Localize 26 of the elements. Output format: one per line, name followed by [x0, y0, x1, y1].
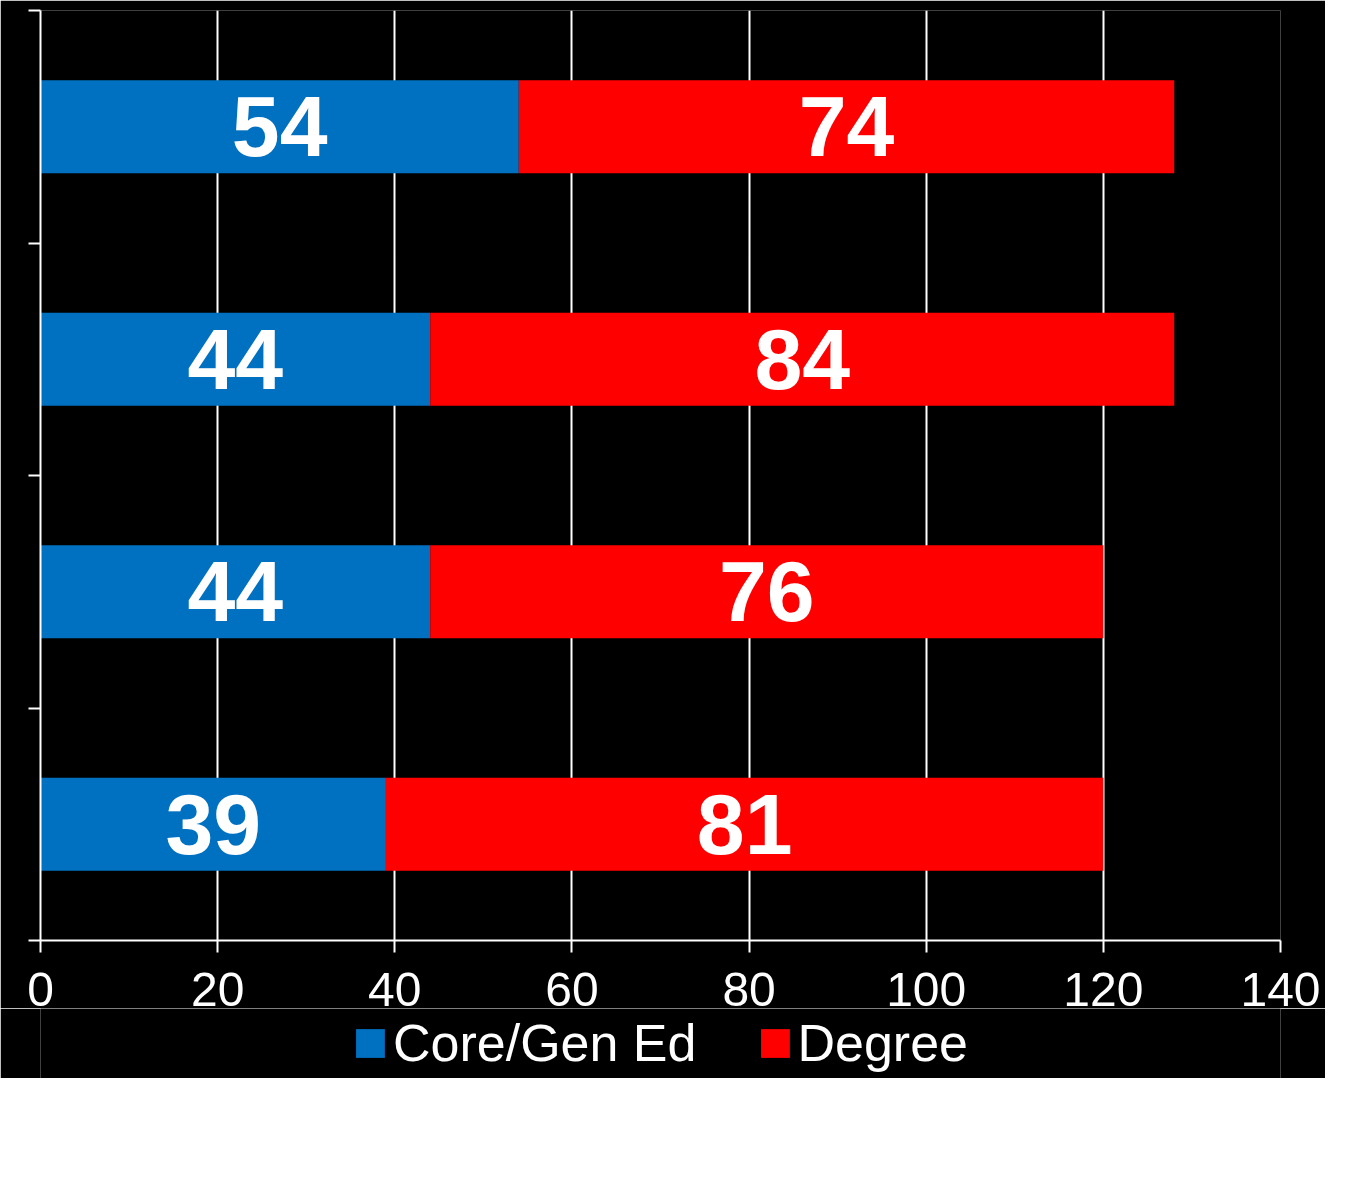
bar [518, 80, 1175, 174]
x-tick-label: 0 [27, 962, 54, 1016]
data-label: 74 [798, 78, 895, 175]
bar [40, 545, 431, 639]
bar [40, 777, 386, 871]
x-tick-label: 100 [886, 962, 967, 1016]
bar [385, 777, 1104, 871]
bar [430, 545, 1104, 639]
bar [40, 312, 431, 406]
x-tick-label: 80 [722, 962, 776, 1016]
x-tick-label: 40 [368, 962, 422, 1016]
data-label: 76 [718, 543, 815, 640]
legend-label: Core/Gen Ed [392, 1013, 697, 1073]
data-label: 39 [165, 775, 262, 872]
x-tick-label: 140 [1240, 962, 1321, 1016]
x-tick-label: 20 [190, 962, 245, 1016]
legend-label: Degree [797, 1013, 969, 1073]
data-label: 84 [754, 310, 851, 407]
data-label: 81 [696, 775, 793, 872]
data-label: 54 [231, 78, 328, 175]
bar [40, 80, 519, 174]
data-label: 44 [187, 310, 284, 407]
data-label: 44 [187, 543, 284, 640]
x-tick-label: 120 [1063, 962, 1144, 1016]
x-tick-label: 60 [545, 962, 599, 1016]
bar [430, 312, 1175, 406]
